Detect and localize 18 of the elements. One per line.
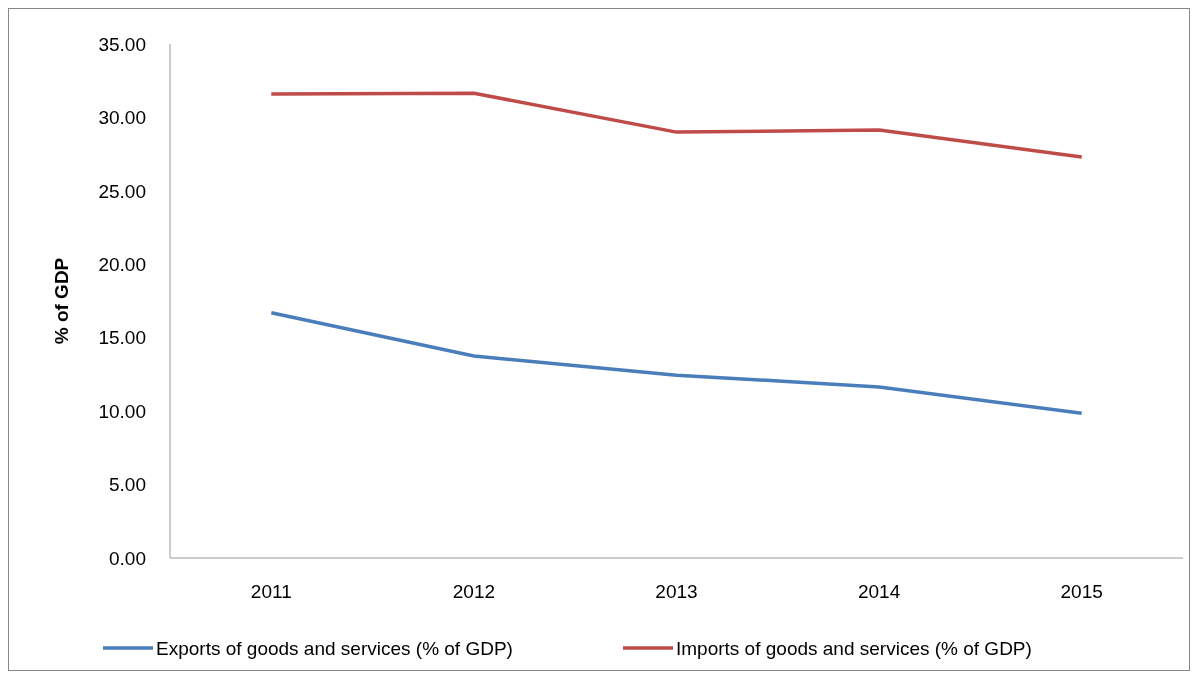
y-tick-label: 10.00 <box>98 400 146 422</box>
y-tick-label: 0.00 <box>109 547 146 569</box>
x-tick-label: 2011 <box>250 581 292 602</box>
y-tick-label: 5.00 <box>109 474 146 496</box>
y-tick-label: 30.00 <box>98 107 146 129</box>
y-tick-label: 25.00 <box>98 180 146 202</box>
legend-label: Exports of goods and services (% of GDP) <box>156 637 513 659</box>
line-series <box>269 311 1084 416</box>
y-tick-label: 15.00 <box>98 327 146 349</box>
legend-label: Imports of goods and services (% of GDP) <box>676 637 1032 659</box>
x-tick-label: 2015 <box>1060 581 1103 602</box>
x-tick-label: 2012 <box>452 581 496 602</box>
y-tick-label: 35.00 <box>98 33 146 55</box>
x-tick-label: 2013 <box>655 581 698 602</box>
x-tick-label: 2014 <box>857 581 901 602</box>
y-axis-title: % of GDP <box>51 257 72 345</box>
y-tick-label: 20.00 <box>98 253 146 275</box>
line-series <box>269 91 1084 159</box>
